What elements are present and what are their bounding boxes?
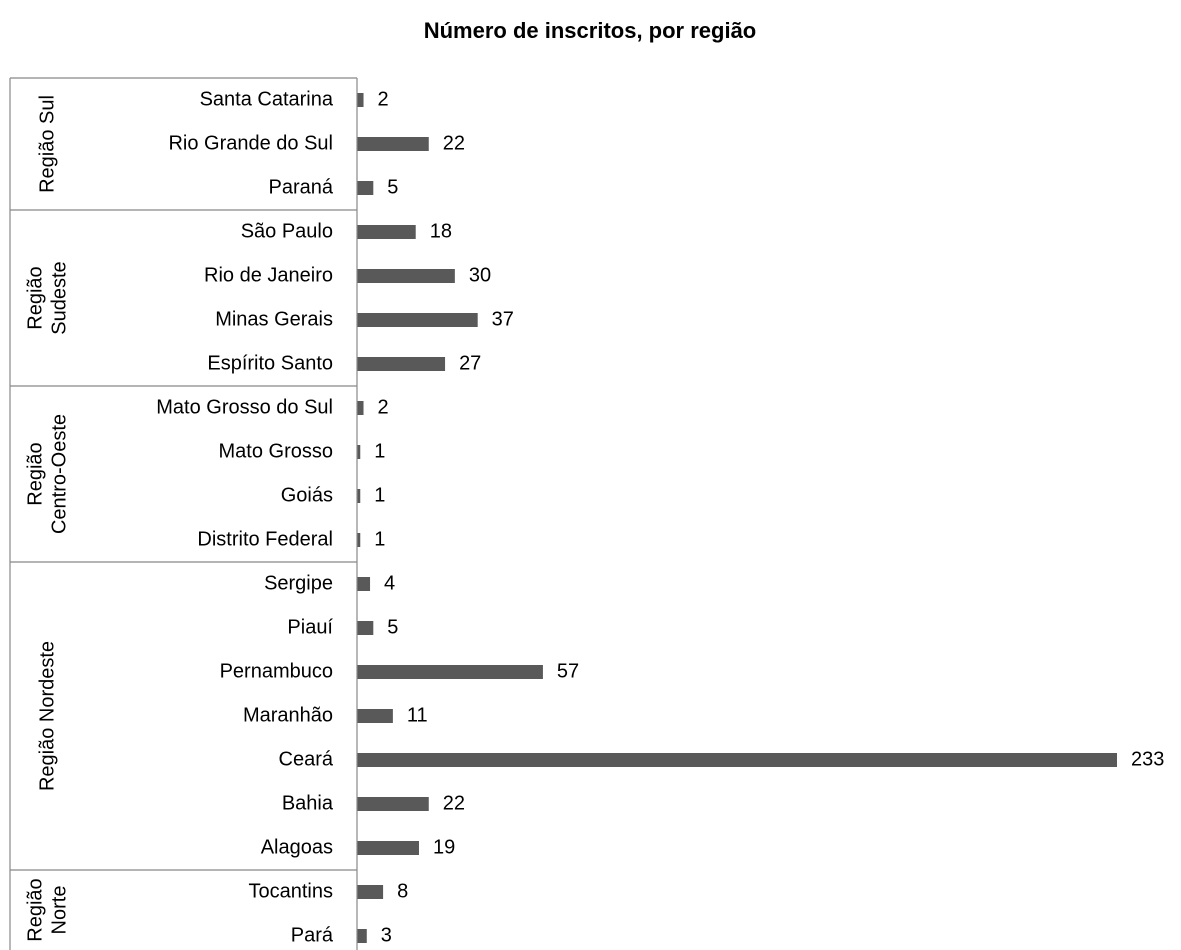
category-label: Rio de Janeiro xyxy=(204,264,333,286)
value-label: 18 xyxy=(430,220,452,242)
value-label: 2 xyxy=(378,396,389,418)
group-label: Região xyxy=(24,442,46,505)
group-label: Região xyxy=(24,266,46,329)
group-label: Região xyxy=(24,878,46,941)
bar xyxy=(357,665,543,679)
group-label: Região Nordeste xyxy=(36,641,58,791)
bar xyxy=(357,181,374,195)
category-label: Goiás xyxy=(281,484,333,506)
bar xyxy=(357,445,361,459)
bar xyxy=(357,621,374,635)
category-label: Pará xyxy=(291,924,334,946)
category-label: Mato Grosso do Sul xyxy=(156,396,333,418)
category-label: Paraná xyxy=(269,176,334,198)
bar xyxy=(357,577,371,591)
category-label: São Paulo xyxy=(241,220,333,242)
group-label: Região Sul xyxy=(36,95,58,193)
category-label: Sergipe xyxy=(264,572,333,594)
group-label: Centro-Oeste xyxy=(48,414,70,534)
group-label: Sudeste xyxy=(48,261,70,334)
category-label: Rio Grande do Sul xyxy=(168,132,333,154)
category-label: Piauí xyxy=(287,616,333,638)
category-label: Alagoas xyxy=(261,836,333,858)
bar xyxy=(357,533,361,547)
category-label: Distrito Federal xyxy=(197,528,333,550)
value-label: 1 xyxy=(374,440,385,462)
value-label: 30 xyxy=(469,264,491,286)
bar xyxy=(357,753,1117,767)
chart-title: Número de inscritos, por região xyxy=(424,18,757,43)
value-label: 37 xyxy=(492,308,514,330)
value-label: 11 xyxy=(407,704,428,726)
bar xyxy=(357,357,446,371)
bar xyxy=(357,797,429,811)
value-label: 2 xyxy=(378,88,389,110)
category-label: Minas Gerais xyxy=(215,308,333,330)
category-label: Espírito Santo xyxy=(207,352,333,374)
bar xyxy=(357,269,455,283)
value-label: 22 xyxy=(443,792,465,814)
bar xyxy=(357,137,429,151)
value-label: 27 xyxy=(459,352,481,374)
bar xyxy=(357,313,478,327)
group-label: Norte xyxy=(48,886,70,935)
category-label: Maranhão xyxy=(243,704,333,726)
bar xyxy=(357,93,364,107)
bar xyxy=(357,709,393,723)
value-label: 19 xyxy=(433,836,455,858)
bar xyxy=(357,929,367,943)
value-label: 5 xyxy=(387,616,398,638)
category-label: Mato Grosso xyxy=(219,440,333,462)
bar xyxy=(357,841,419,855)
value-label: 1 xyxy=(374,528,385,550)
bar xyxy=(357,401,364,415)
value-label: 57 xyxy=(557,660,579,682)
bar xyxy=(357,489,361,503)
category-label: Bahia xyxy=(282,792,334,814)
category-label: Ceará xyxy=(279,748,334,770)
value-label: 4 xyxy=(384,572,395,594)
category-label: Santa Catarina xyxy=(200,88,334,110)
value-label: 233 xyxy=(1131,748,1164,770)
value-label: 8 xyxy=(397,880,408,902)
value-label: 22 xyxy=(443,132,465,154)
category-label: Tocantins xyxy=(249,880,334,902)
category-label: Pernambuco xyxy=(220,660,333,682)
bar xyxy=(357,225,416,239)
value-label: 3 xyxy=(381,924,392,946)
bar xyxy=(357,885,384,899)
value-label: 1 xyxy=(374,484,385,506)
value-label: 5 xyxy=(387,176,398,198)
